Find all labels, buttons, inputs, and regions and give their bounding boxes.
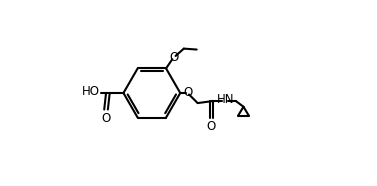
Text: O: O bbox=[183, 86, 192, 99]
Text: HN: HN bbox=[216, 93, 234, 106]
Text: O: O bbox=[207, 121, 216, 134]
Text: O: O bbox=[169, 51, 178, 64]
Text: O: O bbox=[101, 112, 111, 125]
Text: HO: HO bbox=[82, 85, 100, 98]
